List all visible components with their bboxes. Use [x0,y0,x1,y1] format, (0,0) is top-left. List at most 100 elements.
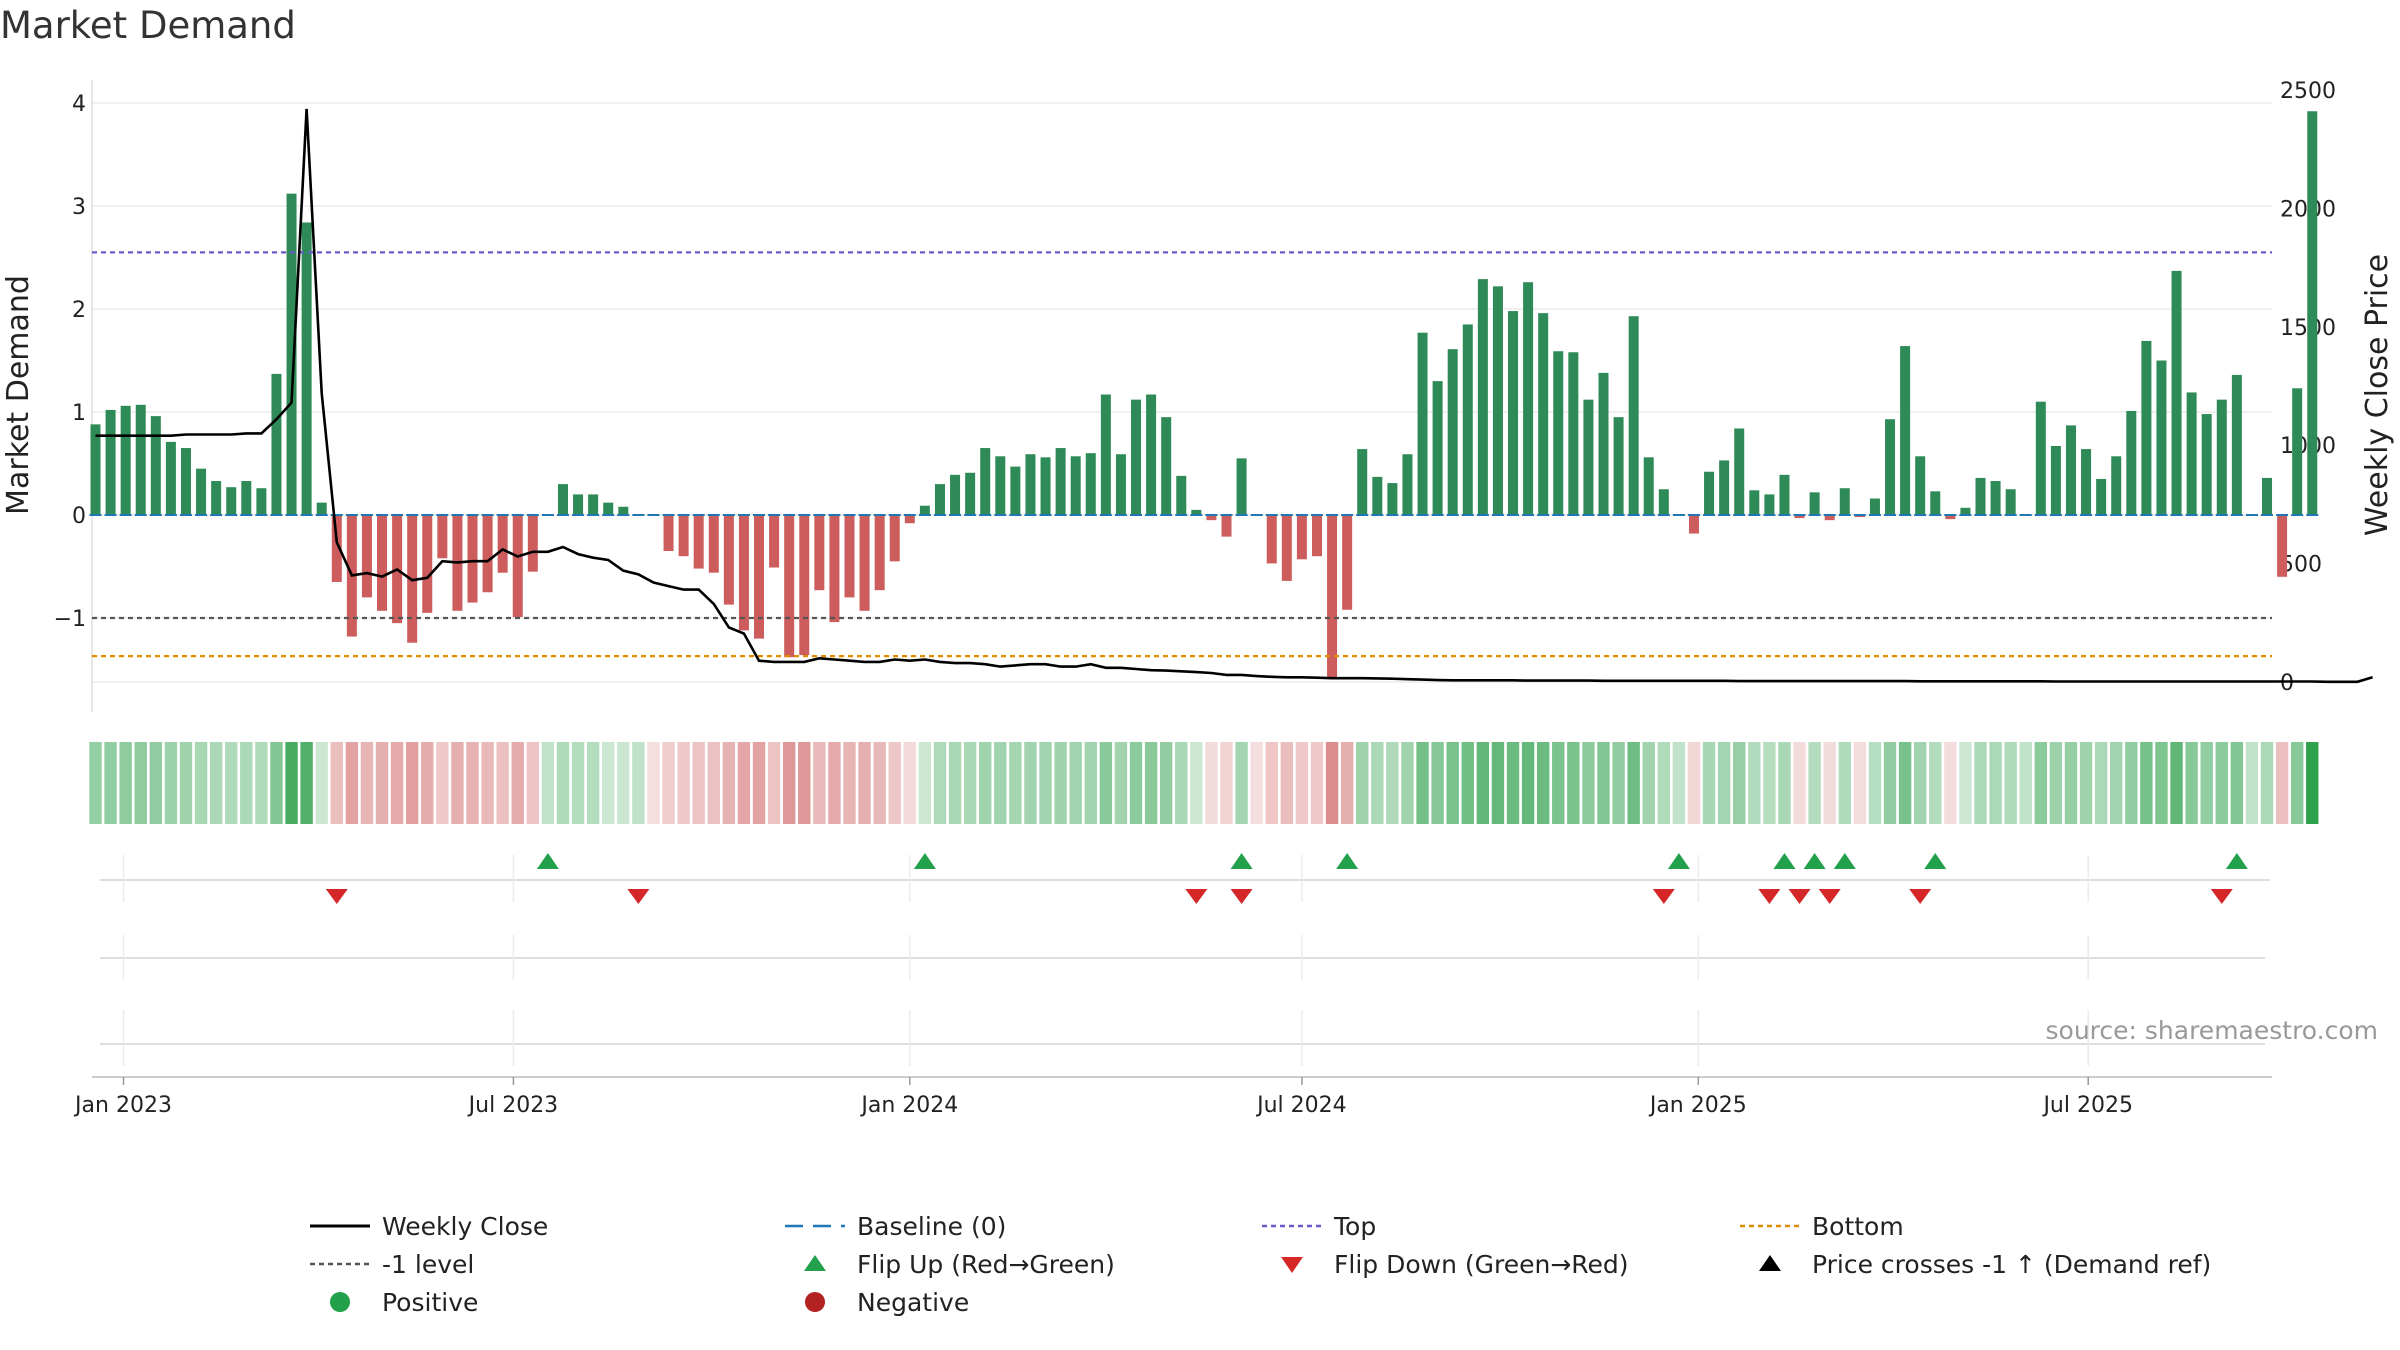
panel-2-grid [122,1010,2089,1066]
heat-strip-cell [1295,742,1309,824]
heat-strip-cell [1159,742,1173,824]
heat-strip-cell [1175,742,1188,824]
legend-label: -1 level [382,1250,474,1279]
positive-demand-bar [2065,425,2076,515]
negative-demand-bar [1945,515,1956,520]
legend-swatch-negative [805,1292,825,1312]
heat-strip-cell [1974,742,1987,824]
flip-down-marker [1818,889,1841,904]
y-tick-label: 1 [72,401,86,426]
heat-strip-cell [2290,742,2304,824]
negative-demand-bar [889,515,900,562]
positive-demand-bar [1508,311,1519,515]
negative-demand-bar [708,515,719,573]
negative-demand-bar [2277,515,2288,577]
positive-demand-bar [1553,351,1564,515]
positive-demand-bar [1462,324,1473,515]
heat-strip-cell [963,742,977,824]
heat-strip-cell [1898,742,1912,824]
heat-strip-cell [1265,742,1278,824]
heat-strip-cell [270,742,283,824]
positive-demand-bar [950,474,961,515]
flip-up-marker [913,853,936,869]
negative-demand-bar [663,515,674,552]
flip-signal-panel [100,853,2270,904]
negative-demand-bar [361,515,372,598]
positive-demand-bar [2005,489,2016,515]
heat-strip-cell [1506,742,1520,824]
positive-demand-bar [2201,414,2212,515]
right-axis-label: Weekly Close Price [2360,254,2395,536]
positive-demand-bar [1583,399,1594,515]
positive-demand-bar [2050,445,2061,515]
positive-demand-bar [603,502,614,515]
y-tick-label: 4 [72,92,86,117]
x-tick-label: Jul 2025 [2041,1093,2133,1118]
heat-strip-cell [1461,742,1474,824]
heat-strip-cell [119,742,132,824]
heat-strip-cell [1220,742,1233,824]
positive-demand-bar [2035,401,2046,515]
positive-demand-bar [1161,417,1172,515]
heat-strip-cell [1205,742,1218,824]
legend-label: Positive [382,1288,478,1317]
legend-item-flip-up: Flip Up (Red→Green) [804,1250,1115,1279]
heat-strip-cell [1536,742,1550,824]
heat-strip-cell [1672,742,1686,824]
legend-item-minus-one: -1 level [310,1250,474,1279]
heat-strip-cell [1627,742,1640,824]
heat-strip-cell [752,742,766,824]
negative-demand-bar [859,515,870,611]
heat-strip-cell [149,742,163,824]
positive-demand-bar [1900,346,1911,515]
heat-strip-cell [1491,742,1505,824]
legend-swatch-price-cross [1759,1255,1781,1271]
heat-strip-cell [556,742,570,824]
heat-strip-cell [1763,742,1776,824]
positive-demand-bar [2262,477,2273,515]
negative-demand-bar [678,515,689,557]
heat-strip-cell [1084,742,1097,824]
heat-strip-cell [918,742,932,824]
heat-strip-cell [782,742,796,824]
positive-demand-bar [1100,394,1111,515]
heat-strip-cell [1356,742,1369,824]
negative-demand-bar [467,515,478,603]
positive-demand-bar [1734,428,1745,515]
heat-strip-cell [1567,742,1580,824]
positive-demand-bar [120,405,131,515]
x-tick-label: Jul 2023 [467,1093,559,1118]
heat-strip-cell [933,742,947,824]
heat-strip-cell [888,742,901,824]
demand-bars [90,111,2318,679]
flip-down-marker [1758,889,1781,904]
heat-strip-cell [1310,742,1324,824]
y-tick-label: −1 [54,607,86,632]
heat-strip-cell [1838,742,1851,824]
heat-strip-cell [2004,742,2017,824]
heat-strip-cell [255,742,268,824]
heat-strip-cell [496,742,509,824]
heat-strip-cell [798,742,811,824]
positive-demand-bar [1839,488,1850,515]
legend-swatch-flip-down [1281,1257,1303,1273]
heat-strip-cell [2215,742,2228,824]
heat-strip-cell [1733,742,1746,824]
heat-strip-cell [405,742,419,824]
heat-strip-cell [707,742,720,824]
positive-demand-bar [1869,498,1880,515]
flip-up-marker [1773,853,1796,869]
x-tick-label: Jan 2023 [73,1093,172,1118]
heat-strip-cell [1944,742,1957,824]
heat-strip-cell [632,742,645,824]
negative-demand-bar [784,515,795,658]
legend-item-positive: Positive [330,1288,478,1317]
positive-demand-bar [1025,454,1036,515]
negative-demand-bar [814,515,825,591]
heat-strip-cell [647,742,660,824]
negative-demand-bar [1342,515,1353,610]
legend-item-negative: Negative [805,1288,969,1317]
negative-demand-bar [1296,515,1307,560]
negative-demand-bar [377,515,388,611]
flip-down-marker [627,889,650,904]
